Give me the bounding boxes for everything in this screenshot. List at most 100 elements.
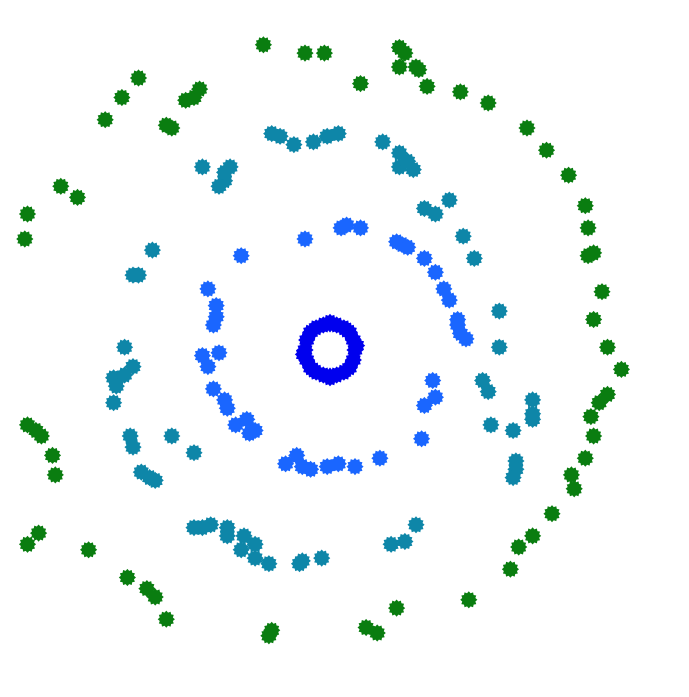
data-point <box>218 519 236 537</box>
data-point <box>216 391 234 409</box>
data-point <box>124 438 142 456</box>
data-point <box>321 313 339 331</box>
data-point <box>585 427 603 445</box>
data-point <box>501 560 519 578</box>
data-point <box>579 219 597 237</box>
data-point <box>479 94 497 112</box>
data-point <box>105 394 123 412</box>
data-point <box>246 535 264 553</box>
data-point <box>524 391 542 409</box>
data-point <box>138 580 156 598</box>
data-point <box>304 133 322 151</box>
series-2 <box>105 125 542 573</box>
data-point <box>16 230 34 248</box>
data-point <box>52 177 70 195</box>
data-point <box>374 133 392 151</box>
data-point <box>204 316 222 334</box>
data-point <box>426 388 444 406</box>
data-point <box>296 44 314 62</box>
data-point <box>537 141 556 159</box>
data-point <box>504 421 522 440</box>
data-point <box>29 524 48 542</box>
data-point <box>124 358 142 376</box>
data-point <box>246 549 264 567</box>
data-point <box>315 44 333 62</box>
data-point <box>43 446 62 464</box>
data-point <box>524 410 542 428</box>
data-point <box>199 358 217 376</box>
data-point <box>216 163 234 181</box>
data-point <box>382 535 400 553</box>
data-point <box>440 291 458 309</box>
data-point <box>426 263 444 281</box>
data-point <box>293 552 311 570</box>
data-point <box>68 188 87 206</box>
data-point <box>490 302 508 320</box>
data-point <box>193 519 211 537</box>
data-point <box>46 466 64 484</box>
data-point <box>565 480 583 498</box>
data-point <box>449 316 467 334</box>
data-point <box>318 127 336 145</box>
data-point <box>210 177 228 195</box>
data-point <box>612 360 630 378</box>
data-point <box>129 69 148 87</box>
data-point <box>260 555 278 573</box>
data-point <box>576 449 594 467</box>
data-point <box>593 283 611 301</box>
data-point <box>399 238 417 256</box>
data-point <box>457 330 475 348</box>
data-point <box>348 337 366 355</box>
data-point <box>585 310 603 329</box>
data-point <box>277 455 295 473</box>
data-point <box>451 83 469 101</box>
data-point <box>193 158 211 176</box>
data-point <box>294 345 312 363</box>
data-point <box>296 230 314 248</box>
data-point <box>163 427 181 445</box>
data-point <box>260 627 278 645</box>
data-point <box>204 380 222 398</box>
data-point <box>116 338 134 356</box>
data-point <box>302 460 320 478</box>
data-point <box>407 516 425 534</box>
data-point <box>504 469 522 487</box>
series-0 <box>294 313 366 387</box>
data-point <box>80 541 98 559</box>
data-point <box>396 532 414 551</box>
data-point <box>479 383 497 401</box>
data-point <box>518 119 536 137</box>
data-point <box>157 116 175 134</box>
data-point <box>338 216 356 234</box>
data-point <box>232 247 250 265</box>
data-point <box>329 455 347 473</box>
data-point <box>390 58 408 76</box>
data-point <box>285 136 303 154</box>
data-point <box>313 549 331 567</box>
data-point <box>96 111 114 129</box>
data-point <box>440 191 458 209</box>
data-point <box>351 219 370 237</box>
data-point <box>113 88 131 107</box>
data-point <box>185 444 203 462</box>
data-point <box>590 394 608 412</box>
data-point <box>143 241 161 259</box>
data-point <box>210 344 228 362</box>
data-point <box>18 205 37 223</box>
data-point <box>32 427 50 445</box>
data-point <box>576 197 594 215</box>
data-point <box>482 416 500 434</box>
data-point <box>18 535 37 553</box>
series-1 <box>193 216 475 478</box>
data-point <box>304 361 322 379</box>
data-point <box>543 505 561 523</box>
data-point <box>524 527 542 545</box>
data-point <box>426 205 444 223</box>
data-point <box>124 266 142 284</box>
data-point <box>240 424 259 442</box>
data-point <box>396 44 414 62</box>
data-point <box>357 618 375 637</box>
data-point <box>407 58 425 76</box>
